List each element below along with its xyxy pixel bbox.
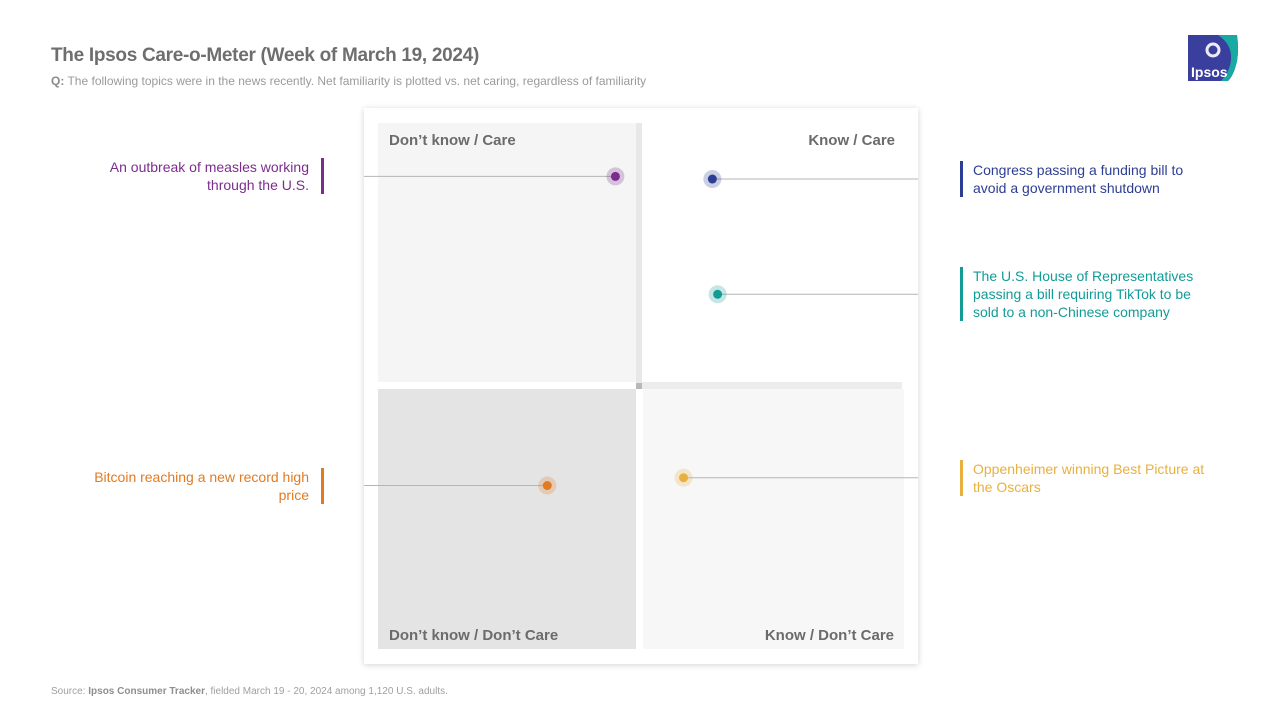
question-text: The following topics were in the news re…: [67, 74, 647, 88]
quadrant-bottom-left-bg: [378, 389, 636, 649]
quadrant-chart: [364, 123, 918, 649]
point-label: Congress passing a funding bill to avoid…: [960, 161, 1213, 197]
data-point: [713, 289, 723, 299]
horizontal-axis-bar: [642, 382, 902, 389]
quadrant-bottom-right-bg: [643, 389, 904, 649]
quadrant-label-bottom-right: Know / Don’t Care: [764, 627, 894, 644]
point-label: The U.S. House of Representatives passin…: [960, 267, 1213, 321]
point-label: Oppenheimer winning Best Picture at the …: [960, 460, 1213, 496]
chart-title: The Ipsos Care-o-Meter (Week of March 19…: [51, 45, 479, 66]
quadrant-top-left-bg: [378, 123, 640, 382]
source-prefix: Source:: [51, 686, 86, 697]
vertical-axis-bar: [636, 123, 642, 385]
ipsos-logo: Ipsos: [1188, 35, 1239, 81]
logo-text: Ipsos: [1191, 64, 1228, 80]
chart-panel: Don’t know / Care Know / Care Don’t know…: [364, 108, 918, 664]
chart-subtitle: Q: The following topics were in the news…: [51, 74, 646, 88]
quadrant-label-top-left: Don’t know / Care: [389, 132, 516, 149]
data-point: [707, 174, 717, 184]
quadrant-top-right-bg: [640, 123, 902, 382]
source-details: , fielded March 19 - 20, 2024 among 1,12…: [204, 686, 448, 697]
data-point: [542, 481, 552, 491]
point-label: An outbreak of measles working through t…: [89, 158, 324, 194]
data-point: [610, 171, 620, 181]
data-point: [679, 473, 689, 483]
question-prefix: Q:: [51, 74, 65, 88]
quadrant-label-bottom-left: Don’t know / Don’t Care: [389, 627, 559, 644]
source-note: Source: Ipsos Consumer Tracker, fielded …: [51, 686, 448, 697]
quadrant-label-top-right: Know / Care: [808, 132, 895, 149]
point-label: Bitcoin reaching a new record high price: [89, 468, 324, 504]
axis-origin-marker: [636, 383, 642, 389]
source-name: Ipsos Consumer Tracker: [88, 686, 205, 697]
